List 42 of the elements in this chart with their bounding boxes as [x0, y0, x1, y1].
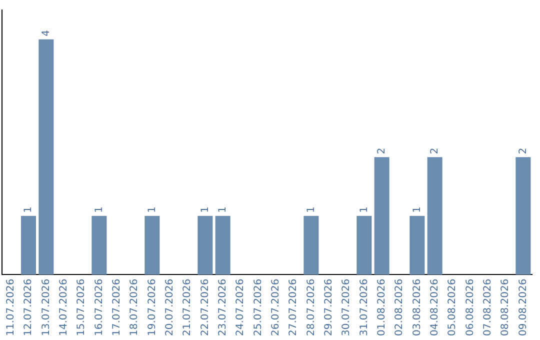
x-tick-label: 06.08.2026 [464, 278, 476, 336]
x-tick-label: 03.08.2026 [412, 278, 423, 336]
x-tick-label: 21.07.2026 [182, 278, 194, 336]
x-tick-label: 15.07.2026 [76, 278, 88, 336]
x-tick-label: 26.07.2026 [270, 278, 282, 336]
data-label: 1 [146, 206, 158, 213]
x-tick-label: 30.07.2026 [341, 278, 352, 336]
x-tick-label: 09.08.2026 [518, 278, 529, 336]
data-label: 1 [217, 206, 228, 213]
data-label: 2 [518, 148, 529, 154]
x-tick-label: 17.07.2026 [111, 278, 122, 336]
x-tick-label: 08.08.2026 [500, 278, 512, 336]
x-tick-label: 19.07.2026 [146, 278, 158, 336]
x-tick-label: 07.08.2026 [482, 278, 494, 336]
data-label: 4 [40, 30, 52, 36]
x-tick-label: 01.08.2026 [376, 278, 388, 336]
x-tick-label: 31.07.2026 [358, 278, 370, 336]
x-tick-label: 27.07.2026 [288, 278, 300, 336]
data-label: 1 [358, 206, 370, 213]
data-label: 1 [23, 206, 34, 213]
x-tick-label: 18.07.2026 [129, 278, 140, 336]
x-tick-label: 25.07.2026 [252, 278, 264, 336]
x-tick-label: 23.07.2026 [217, 278, 228, 336]
data-label: 1 [94, 206, 105, 213]
x-tick-label: 20.07.2026 [164, 278, 176, 336]
data-label: 1 [200, 206, 211, 213]
x-tick-label: 02.08.2026 [394, 278, 406, 336]
data-label: 1 [412, 206, 423, 213]
x-tick-label: 22.07.2026 [200, 278, 211, 336]
x-tick-label: 12.07.2026 [23, 278, 34, 336]
x-tick-label: 16.07.2026 [94, 278, 105, 336]
x-tick-label: 11.07.2026 [5, 278, 16, 336]
x-tick-label: 14.07.2026 [58, 278, 70, 336]
x-tick-label: 24.07.2026 [235, 278, 246, 336]
x-tick-label: 05.08.2026 [447, 278, 458, 336]
x-tick-label: 29.07.2026 [323, 278, 334, 336]
x-tick-label: 28.07.2026 [306, 278, 317, 336]
data-label: 1 [306, 206, 317, 213]
data-label: 2 [429, 148, 440, 154]
x-tick-label: 13.07.2026 [40, 278, 52, 336]
data-label: 2 [376, 148, 388, 154]
x-tick-label: 04.08.2026 [429, 278, 440, 336]
